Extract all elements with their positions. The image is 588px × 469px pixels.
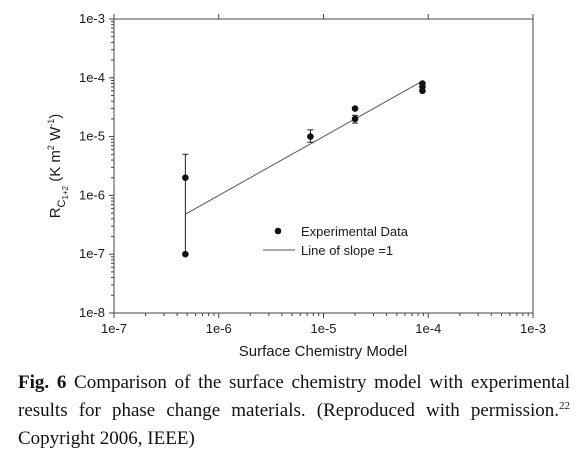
y-axis-title: RC1+2 (K m2 W-1): [46, 114, 70, 219]
y-tick-label: 1e-7: [79, 246, 105, 261]
data-point: [351, 115, 359, 123]
legend: Experimental Data Line of slope =1: [263, 224, 409, 258]
y-tick-label: 1e-4: [79, 70, 105, 85]
x-tick-label: 1e-3: [520, 321, 546, 336]
x-tick-label: 1e-6: [206, 321, 232, 336]
data-point: [307, 133, 314, 140]
x-axis: 1e-7 1e-6 1e-5 1e-4 1e-3: [101, 14, 546, 336]
data-point: [182, 250, 189, 258]
y-tick-label: 1e-5: [79, 129, 105, 144]
y-tick-label: 1e-3: [79, 11, 105, 26]
x-tick-label: 1e-7: [101, 321, 127, 336]
plot-frame: [113, 18, 534, 314]
figure-caption: Fig. 6 Comparison of the surface chemist…: [18, 369, 570, 453]
caption-reference: 22: [559, 400, 570, 412]
data-point-layer: [182, 80, 426, 258]
caption-text-end: Copyright 2006, IEEE): [18, 428, 195, 449]
y-axis: 1e-8 1e-7 1e-6 1e-5 1e-4 1e-3: [79, 11, 114, 320]
slope-line: [185, 80, 423, 215]
legend-label-experimental: Experimental Data: [301, 224, 409, 239]
legend-label-slope-line: Line of slope =1: [301, 243, 393, 258]
x-tick-label: 1e-4: [415, 321, 441, 336]
y-tick-label: 1e-6: [79, 187, 105, 202]
data-point: [351, 105, 359, 112]
data-point: [419, 87, 426, 95]
x-tick-label: 1e-5: [310, 321, 336, 336]
fit-line-layer: [185, 80, 423, 215]
caption-label: Fig. 6: [18, 372, 67, 393]
data-point: [182, 174, 189, 181]
x-axis-title: Surface Chemistry Model: [239, 343, 407, 360]
caption-text: Comparison of the surface chemistry mode…: [18, 372, 570, 421]
legend-marker-experimental: [274, 227, 282, 235]
y-tick-label: 1e-8: [79, 305, 105, 320]
